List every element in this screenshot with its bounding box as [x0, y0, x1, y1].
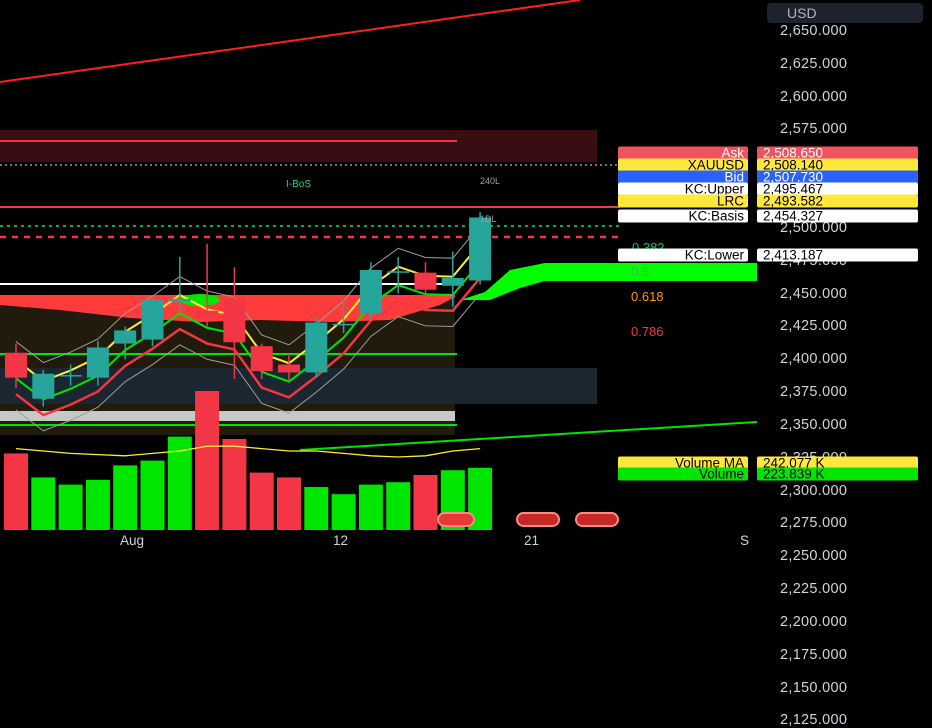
candle-body [168, 298, 191, 302]
1dl-annotation: 1DL [480, 214, 497, 224]
tag-value-volume-ma: 242.077 K [757, 456, 918, 470]
volume-bar [4, 453, 28, 530]
us-flag-event-icon[interactable] [516, 512, 560, 527]
fib-label: 0.618 [631, 289, 664, 304]
green-marker [180, 294, 220, 306]
volume-bar [277, 477, 301, 530]
candle-body [469, 217, 492, 281]
price-tick-label: 2,275.000 [780, 515, 848, 532]
candle-body [32, 373, 55, 399]
x-label-aug: Aug [120, 533, 145, 548]
price-tick-label: 2,650.000 [780, 23, 848, 39]
tag-value-kc-upper: 2,495.467 [757, 182, 918, 196]
price-tick-label: 2,125.000 [780, 712, 848, 728]
volume-bar [58, 484, 83, 530]
trend-line-green [299, 421, 758, 451]
volume-bar [386, 482, 411, 530]
volume-bar [358, 484, 383, 530]
tag-value-kc-lower: 2,413.187 [757, 248, 918, 262]
price-tick-label: 2,250.000 [780, 548, 848, 565]
candle-body [86, 347, 109, 378]
tag-label-kc-lower: KC:Lower [618, 248, 748, 262]
tag-label-volume-ma: Volume MA [618, 456, 748, 470]
price-tick-label: 2,350.000 [780, 416, 848, 433]
green-cloud [460, 263, 757, 300]
volume-bar [140, 460, 165, 530]
candle-body [141, 300, 164, 340]
volume-bar [222, 439, 247, 530]
candle-body [59, 375, 82, 377]
price-tick-label: 2,575.000 [780, 121, 848, 138]
candle-body [414, 272, 437, 290]
volume-bar [304, 487, 329, 530]
us-flag-event-icon[interactable] [437, 512, 475, 527]
volume-bar [113, 465, 138, 530]
candle-body [441, 277, 464, 286]
price-chart[interactable] [0, 0, 932, 550]
volume-bar [195, 391, 220, 530]
x-label-12: 12 [333, 533, 349, 548]
price-tick-label: 2,200.000 [780, 613, 848, 630]
candle-body [196, 310, 219, 319]
currency-label: USD [787, 5, 817, 21]
price-tick-label: 2,425.000 [780, 318, 848, 335]
ma-green-line [15, 261, 481, 401]
price-tick-label: 2,300.000 [780, 482, 848, 499]
price-tick-label: 2,150.000 [780, 679, 848, 696]
supply-zone [0, 130, 597, 162]
fib-label: 0.786 [631, 324, 664, 339]
price-tick-label: 2,400.000 [780, 351, 848, 368]
candle-body [305, 322, 328, 373]
candle-body [278, 364, 300, 373]
price-tick-label: 2,625.000 [780, 55, 848, 72]
candle-body [114, 330, 137, 344]
candle-body [250, 346, 273, 372]
bos-annotation: I-BoS [286, 179, 312, 190]
x-label-s: S [740, 533, 750, 548]
tag-label-kc-upper: KC:Upper [618, 182, 748, 196]
price-tick-label: 2,500.000 [780, 219, 848, 236]
tag-label-volume: Volume [618, 467, 748, 481]
tag-label-ask: Ask [618, 146, 748, 160]
tag-value-volume: 223.839 K [757, 467, 918, 481]
volume-bar [413, 475, 438, 530]
ma-red-line [15, 277, 482, 417]
candle-body [332, 323, 355, 326]
grey-band [0, 411, 455, 421]
kc-upper-line [15, 225, 481, 364]
us-flag-event-icon[interactable] [575, 512, 619, 527]
price-tick-label: 2,450.000 [780, 285, 848, 302]
candle-body [223, 298, 246, 343]
trend-line-red [0, 0, 581, 83]
volume-bar [249, 472, 274, 530]
volume-bar [331, 494, 356, 530]
tag-label-kc-basis: KC:Basis [618, 209, 748, 223]
volume-ma-line [15, 445, 481, 458]
volume-bar [31, 477, 56, 530]
tag-label-lrc: LRC [618, 194, 748, 208]
price-tick-label: 2,375.000 [780, 384, 848, 401]
kc-lower-line [15, 293, 481, 432]
tag-value-bid: 2,507.730 [757, 170, 918, 184]
tag-label-xauusd: XAUUSD [618, 158, 748, 172]
price-tick-label: 2,600.000 [780, 88, 848, 105]
tag-value-xauusd: 2,508.140 [757, 158, 918, 172]
candle-body [5, 352, 27, 378]
price-tick-label: 2,225.000 [780, 581, 848, 598]
tag-value-kc-basis: 2,454.327 [757, 209, 918, 223]
tag-label-bid: Bid [618, 170, 748, 184]
volume-bar [85, 479, 110, 530]
tag-value-lrc: 2,493.582 [757, 194, 918, 208]
240l-annotation: 240L [480, 176, 501, 186]
price-tick-label: 2,175.000 [780, 646, 848, 663]
candle-body [359, 270, 382, 314]
tag-value-ask: 2,508.650 [757, 146, 918, 160]
candle-body [387, 271, 410, 273]
x-label-21: 21 [524, 533, 540, 548]
currency-selector[interactable]: USD [767, 3, 923, 23]
fib-label: 0.5 [631, 264, 650, 279]
